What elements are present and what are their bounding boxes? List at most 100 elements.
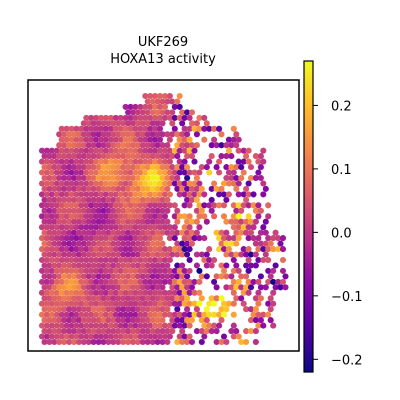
spot	[178, 236, 181, 239]
spot	[246, 246, 252, 252]
spot	[159, 317, 165, 323]
spot	[184, 251, 190, 257]
spot	[166, 122, 169, 125]
spot	[253, 262, 259, 268]
spot	[236, 235, 242, 241]
spot	[217, 335, 220, 338]
spot	[268, 317, 274, 323]
spot	[193, 138, 196, 141]
spot	[196, 169, 202, 175]
spot	[223, 230, 229, 236]
spot	[174, 153, 180, 159]
colorbar-tick-label: 0.0	[331, 226, 352, 241]
spot	[255, 301, 261, 307]
spot	[164, 262, 170, 268]
spot	[196, 224, 202, 230]
spot	[226, 246, 232, 252]
spot	[253, 306, 259, 312]
spot	[201, 213, 207, 219]
spot	[179, 262, 185, 268]
spot	[269, 286, 272, 289]
spot	[260, 224, 266, 230]
spot	[187, 224, 193, 230]
spot	[205, 242, 208, 245]
spot	[250, 191, 256, 197]
spot	[172, 126, 178, 132]
spot	[167, 333, 173, 339]
spot	[211, 137, 217, 143]
spot	[282, 284, 288, 290]
spot	[211, 180, 217, 186]
spot	[260, 159, 266, 165]
spot	[194, 131, 200, 137]
spot	[236, 137, 242, 143]
spot	[273, 230, 279, 236]
spot	[187, 137, 193, 143]
spot	[246, 148, 252, 154]
spot	[223, 262, 229, 268]
spot	[260, 148, 266, 154]
spot	[211, 257, 217, 263]
spot	[181, 176, 184, 179]
spot	[201, 137, 207, 143]
spot	[218, 131, 224, 137]
spot	[252, 215, 255, 218]
spot	[163, 236, 166, 239]
spot	[209, 208, 215, 214]
spot	[223, 197, 229, 203]
spot	[184, 295, 190, 301]
spot	[255, 290, 261, 296]
spot	[209, 197, 215, 203]
spot	[163, 138, 166, 141]
spot	[259, 220, 262, 223]
spot	[221, 333, 227, 339]
spot	[194, 262, 200, 268]
spot	[167, 191, 173, 197]
spot	[246, 159, 252, 165]
spot	[159, 120, 165, 126]
spot	[204, 120, 210, 126]
title-line-2: HOXA13 activity	[110, 52, 216, 67]
spot	[187, 257, 193, 263]
spot	[253, 328, 259, 334]
spot	[216, 159, 222, 165]
spot	[166, 318, 169, 321]
spot	[194, 142, 200, 148]
spot	[174, 219, 180, 225]
spot	[238, 295, 244, 301]
spot	[240, 318, 243, 321]
spot	[264, 308, 267, 311]
spot	[243, 273, 249, 279]
spot	[252, 291, 255, 294]
spot	[221, 312, 227, 318]
spot	[184, 273, 190, 279]
spot	[268, 241, 274, 247]
spot	[265, 202, 271, 208]
spot	[263, 219, 269, 225]
spot	[258, 153, 264, 159]
spot	[187, 246, 193, 252]
spot	[243, 186, 249, 192]
spot	[244, 209, 247, 212]
spot	[270, 290, 276, 296]
spot	[231, 301, 237, 307]
spot	[201, 115, 207, 121]
spot	[189, 339, 195, 345]
spot	[204, 306, 210, 312]
spot	[243, 197, 249, 203]
spot	[187, 323, 193, 329]
spot	[189, 284, 195, 290]
spot	[233, 241, 239, 247]
spot	[199, 186, 205, 192]
spot	[196, 290, 202, 296]
spot	[182, 159, 188, 165]
spot	[204, 219, 210, 225]
title-line-1: UKF269	[138, 35, 188, 50]
spot	[196, 268, 202, 274]
spot	[282, 273, 288, 279]
spot	[187, 213, 193, 219]
spot	[243, 339, 249, 345]
spot	[194, 120, 200, 126]
spot	[258, 175, 264, 181]
spot	[223, 339, 229, 345]
